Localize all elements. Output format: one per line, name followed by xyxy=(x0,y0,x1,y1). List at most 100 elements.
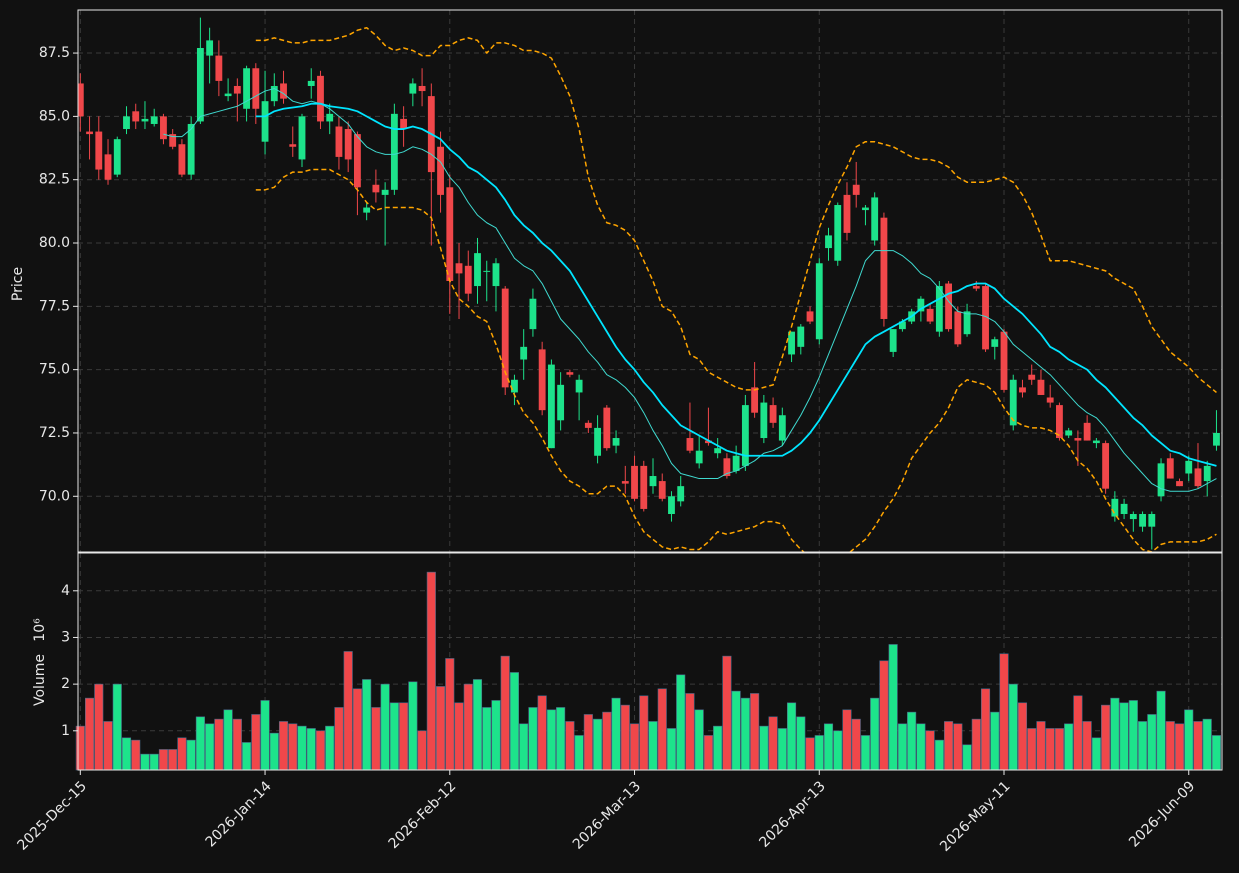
candle-body xyxy=(575,379,583,393)
candle-body xyxy=(1083,422,1091,441)
candle-body xyxy=(788,331,795,355)
candle-body xyxy=(1120,503,1128,515)
volume-frame xyxy=(77,552,1223,771)
volume-bar xyxy=(528,707,538,771)
candle-body xyxy=(612,438,620,446)
volume-bar xyxy=(897,723,907,771)
candle-body xyxy=(178,144,186,175)
y-tick-label: 87.5 xyxy=(39,45,70,61)
volume-bar xyxy=(463,683,473,771)
candle-body xyxy=(1129,514,1137,520)
candle-body xyxy=(169,134,177,147)
candle-body xyxy=(760,402,768,439)
candle-body xyxy=(649,476,657,487)
candle-body xyxy=(418,85,426,92)
volume-bar xyxy=(121,737,132,771)
candle-body xyxy=(354,134,361,188)
indicator-line xyxy=(163,88,1217,492)
volume-bar xyxy=(851,718,861,771)
volume-bar xyxy=(214,718,224,771)
volume-bar xyxy=(482,707,492,771)
volume-bar xyxy=(1017,702,1028,771)
volume-bar xyxy=(389,702,399,771)
price-frame xyxy=(77,9,1223,553)
volume-bar xyxy=(195,716,205,771)
volume-bar xyxy=(694,709,704,771)
volume-bar xyxy=(1128,700,1138,771)
volume-bar xyxy=(925,730,935,771)
candle-body xyxy=(714,448,722,454)
volume-bar xyxy=(315,730,326,771)
candle-body xyxy=(935,286,943,332)
volume-bar xyxy=(657,688,667,771)
candle-body xyxy=(381,189,389,195)
candle-body xyxy=(686,438,694,451)
candle-body xyxy=(732,455,740,471)
candle-body xyxy=(446,187,454,281)
candle-body xyxy=(529,298,537,330)
volume-bar xyxy=(879,660,889,771)
candle-body xyxy=(474,253,481,287)
volume-bar xyxy=(722,655,732,771)
volume-bar xyxy=(352,688,362,771)
volume-bar xyxy=(1211,735,1222,771)
volume-bar xyxy=(953,723,963,771)
volume-bar xyxy=(1064,723,1074,771)
volume-bar xyxy=(472,679,483,771)
y-tick-label: 70.0 xyxy=(39,488,70,504)
volume-bar xyxy=(916,723,926,771)
candle-body xyxy=(889,329,897,352)
volume-bar xyxy=(1082,721,1092,771)
candle-body xyxy=(557,384,565,421)
y-tick-label: 82.5 xyxy=(39,172,70,188)
volume-bar xyxy=(84,697,95,771)
y-tick-label: 85.0 xyxy=(39,108,70,124)
volume-bar xyxy=(140,753,150,771)
volume-bar xyxy=(288,723,298,771)
candle-body xyxy=(520,346,528,360)
volume-bar xyxy=(1119,702,1129,771)
volume-bar xyxy=(768,716,778,771)
candle-body xyxy=(1176,481,1183,487)
volume-scale-label: 10⁶ xyxy=(32,618,48,642)
volume-bar xyxy=(1156,690,1166,771)
candle-body xyxy=(215,55,223,81)
volume-bar xyxy=(1110,697,1120,771)
volume-bar xyxy=(103,721,113,771)
candle-body xyxy=(954,311,962,345)
volume-bar xyxy=(205,723,215,771)
volume-bar xyxy=(556,707,566,771)
volume-bar xyxy=(620,704,630,771)
candle-body xyxy=(603,407,611,449)
volume-bar xyxy=(371,707,381,771)
volume-bar xyxy=(242,742,252,771)
volume-bar xyxy=(593,718,603,771)
volume-bar xyxy=(426,571,436,771)
volume-bar xyxy=(491,700,501,771)
candle-body xyxy=(1019,387,1026,393)
candle-body xyxy=(658,481,666,499)
volume-bar xyxy=(509,672,519,771)
candle-body xyxy=(1111,498,1119,517)
volume-bar xyxy=(306,728,316,771)
volume-bar xyxy=(232,718,242,771)
candle-body xyxy=(843,194,851,233)
candle-body xyxy=(270,85,278,102)
volume-bar xyxy=(971,718,981,771)
volume-bar xyxy=(500,655,510,771)
candle-body xyxy=(852,184,860,195)
candle-body xyxy=(289,144,297,147)
candle-body xyxy=(483,270,491,272)
candle-body xyxy=(778,415,786,441)
volume-bar xyxy=(1045,728,1055,771)
volume-bar xyxy=(740,697,750,771)
candle-body xyxy=(1194,468,1202,487)
candle-body xyxy=(363,207,371,213)
candle-body xyxy=(1092,440,1100,444)
candle-body xyxy=(150,116,158,124)
volume-bar xyxy=(1147,714,1157,771)
candle-body xyxy=(723,458,731,477)
candle-body xyxy=(677,486,685,502)
candle-body xyxy=(963,311,971,335)
volume-bar xyxy=(186,739,196,771)
